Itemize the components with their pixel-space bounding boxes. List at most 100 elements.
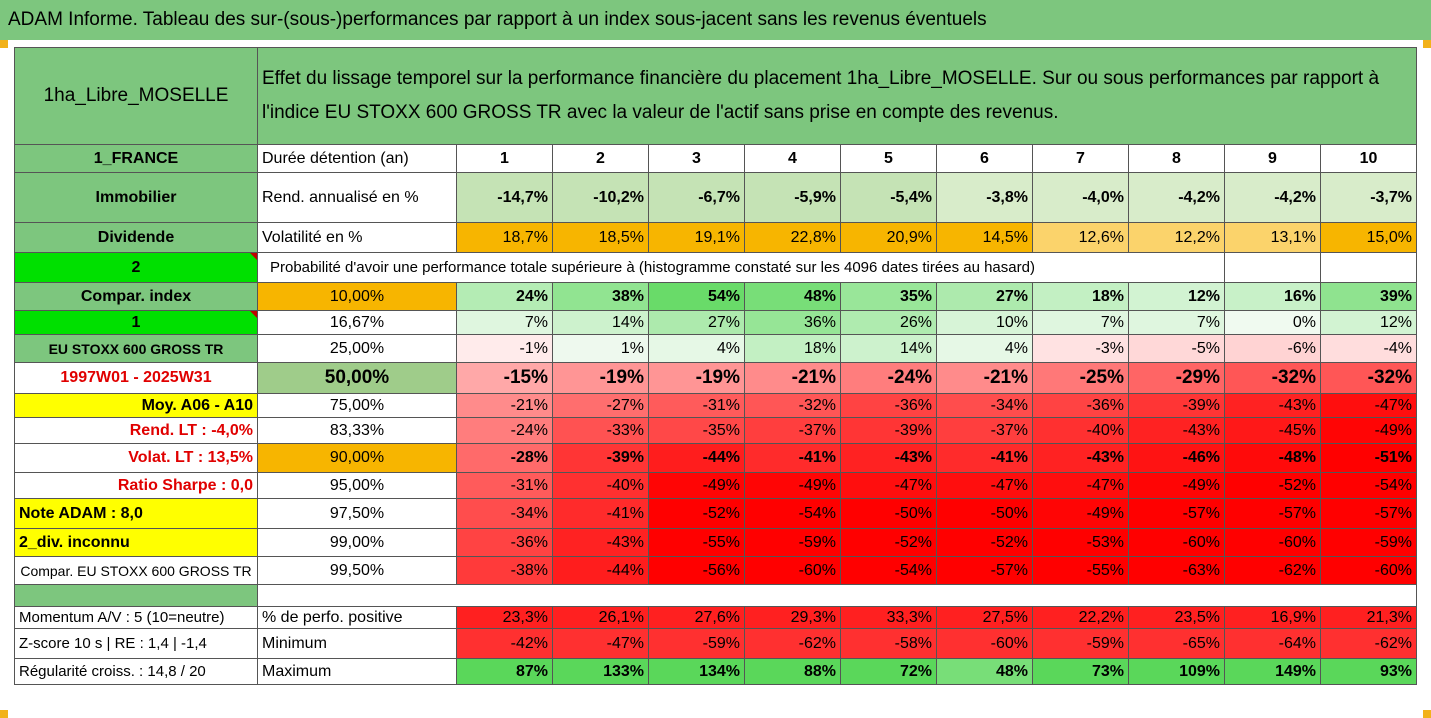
value-cell: -28% (456, 443, 553, 473)
value-cell: -3,8% (936, 172, 1033, 223)
value-cell: 134% (648, 658, 745, 685)
table-row: Moy. A06 - A10 75,00% -21% -27% -31% -32% -36%… (14, 393, 1417, 418)
value-cell: 21,3% (1320, 606, 1417, 629)
value-cell: 33,3% (840, 606, 937, 629)
value-cell: 12% (1320, 310, 1417, 335)
value-cell: 4 (744, 144, 841, 173)
row-header: Z-score 10 s | RE : 1,4 | -1,4 (14, 628, 258, 659)
value-cell: -41% (936, 443, 1033, 473)
value-cell: -47% (552, 628, 649, 659)
value-cell: -46% (1128, 443, 1225, 473)
row-header: 2 (14, 252, 258, 283)
value-cell: -32% (1224, 362, 1321, 394)
value-cell: -55% (1032, 556, 1129, 585)
value-cell: 38% (552, 282, 649, 311)
table-row: Momentum A/V : 5 (10=neutre)% de perfo. … (14, 606, 1417, 629)
value-cell: -47% (1320, 393, 1417, 418)
row-label: Minimum (257, 628, 457, 659)
row-header: 1_FRANCE (14, 144, 258, 173)
value-cell: 19,1% (648, 222, 745, 253)
corner-marker (1423, 710, 1431, 718)
value-cell: 27% (936, 282, 1033, 311)
value-cell: 24% (456, 282, 553, 311)
row-label: % de perfo. positive (257, 606, 457, 629)
value-cell: -54% (1320, 472, 1417, 499)
value-cell: -47% (840, 472, 937, 499)
value-cell: -6% (1224, 334, 1321, 363)
value-cell: -29% (1128, 362, 1225, 394)
empty-cell (1320, 252, 1417, 283)
value-cell: -42% (456, 628, 553, 659)
value-cell: -47% (1032, 472, 1129, 499)
table-row: Dividende Volatilité en % 18,7% 18,5% 19,1% 2… (14, 222, 1417, 253)
value-cell: 20,9% (840, 222, 937, 253)
value-cell: -47% (936, 472, 1033, 499)
value-cell: -34% (456, 498, 553, 529)
row-header: Dividende (14, 222, 258, 253)
row-header: Régularité croiss. : 14,8 / 20 (14, 658, 258, 685)
value-cell: -59% (744, 528, 841, 557)
value-cell: -39% (840, 417, 937, 444)
value-cell: 18,7% (456, 222, 553, 253)
value-cell: 26% (840, 310, 937, 335)
value-cell: -24% (456, 417, 553, 444)
value-cell: -4,2% (1224, 172, 1321, 223)
table-row: Régularité croiss. : 14,8 / 20 Maximum 87%… (14, 658, 1417, 685)
table-row: Note ADAM : 8,0 97,50% -34% -41% -52% -54% -50… (14, 498, 1417, 529)
row-label: 97,50% (257, 498, 457, 529)
value-cell: 36% (744, 310, 841, 335)
corner-marker (0, 710, 8, 718)
value-cell: -39% (1128, 393, 1225, 418)
value-cell: 27,6% (648, 606, 745, 629)
value-cell: 5 (840, 144, 937, 173)
value-cell: -21% (744, 362, 841, 394)
value-cell: 72% (840, 658, 937, 685)
row-label: 83,33% (257, 417, 457, 444)
value-cell: -51% (1320, 443, 1417, 473)
row-header: Volat. LT : 13,5% (14, 443, 258, 473)
description-line-1: Effet du lissage temporel sur la perform… (262, 68, 1380, 89)
row-label: 16,67% (257, 310, 457, 335)
row-label: Probabilité d'avoir une performance tota… (257, 252, 1225, 283)
value-cell: -19% (648, 362, 745, 394)
value-cell: -24% (840, 362, 937, 394)
value-cell: -57% (936, 556, 1033, 585)
value-cell: -21% (456, 393, 553, 418)
value-cell: -60% (1224, 528, 1321, 557)
value-cell: 27,5% (936, 606, 1033, 629)
row-header: Moy. A06 - A10 (14, 393, 258, 418)
value-cell: -60% (936, 628, 1033, 659)
value-cell: -52% (1224, 472, 1321, 499)
value-cell: -57% (1224, 498, 1321, 529)
value-cell: -4,2% (1128, 172, 1225, 223)
value-cell: -49% (744, 472, 841, 499)
report-title: ADAM Informe. Tableau des sur-(sous-)per… (0, 0, 1431, 40)
value-cell: -56% (648, 556, 745, 585)
table-row: EU STOXX 600 GROSS TR 25,00% -1% 1% 4% 18% 14%… (14, 334, 1417, 363)
value-cell: -19% (552, 362, 649, 394)
value-cell: 10% (936, 310, 1033, 335)
value-cell: -60% (1128, 528, 1225, 557)
value-cell: 27% (648, 310, 745, 335)
value-cell: 13,1% (1224, 222, 1321, 253)
value-cell: -44% (552, 556, 649, 585)
value-cell: -40% (1032, 417, 1129, 444)
spacer-cell (257, 584, 1417, 607)
value-cell: 35% (840, 282, 937, 311)
value-cell: -1% (456, 334, 553, 363)
value-cell: 23,5% (1128, 606, 1225, 629)
table-row: Rend. LT : -4,0% 83,33% -24% -33% -35% -37% -3… (14, 417, 1417, 444)
table-row: Volat. LT : 13,5% 90,00% -28% -39% -44% -41% -… (14, 443, 1417, 473)
value-cell: 26,1% (552, 606, 649, 629)
value-cell: -37% (936, 417, 1033, 444)
value-cell: 6 (936, 144, 1033, 173)
value-cell: 12,2% (1128, 222, 1225, 253)
row-header: 2_div. inconnu (14, 528, 258, 557)
value-cell: -62% (1224, 556, 1321, 585)
value-cell: -4,0% (1032, 172, 1129, 223)
value-cell: 16% (1224, 282, 1321, 311)
value-cell: -40% (552, 472, 649, 499)
value-cell: -15% (456, 362, 553, 394)
row-label: 10,00% (257, 282, 457, 311)
row-header: Compar. index (14, 282, 258, 311)
